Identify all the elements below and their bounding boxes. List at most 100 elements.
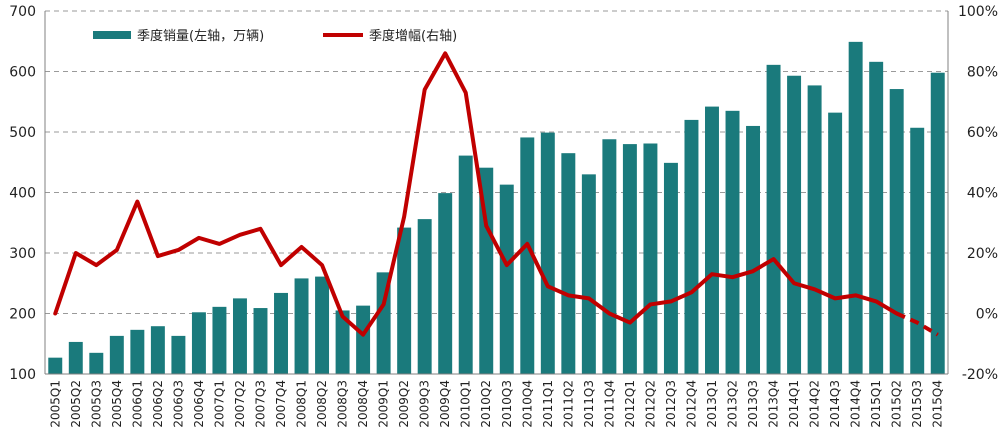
bar-2009Q3 bbox=[417, 219, 432, 374]
line-point-2013Q3 bbox=[752, 270, 754, 272]
x-tick-label: 2006Q4 bbox=[192, 380, 206, 428]
x-tick-label: 2009Q4 bbox=[438, 380, 452, 428]
bar-2010Q1 bbox=[458, 155, 473, 374]
line-point-2008Q2 bbox=[321, 264, 323, 266]
x-tick-label: 2012Q2 bbox=[643, 380, 657, 428]
line-point-2014Q4 bbox=[855, 294, 857, 296]
bar-2009Q4 bbox=[438, 193, 453, 374]
x-tick-label: 2014Q3 bbox=[828, 380, 842, 428]
x-tick-labels: 2005Q1 2005Q2 2005Q3 2005Q4 2006Q1 2006Q2 2006… bbox=[48, 380, 944, 428]
bar-2007Q1 bbox=[212, 306, 227, 374]
x-tick-label: 2005Q1 bbox=[48, 380, 62, 428]
x-tick-label: 2013Q2 bbox=[726, 380, 740, 428]
line-point-2010Q2 bbox=[485, 225, 487, 227]
x-tick-label: 2010Q3 bbox=[500, 380, 514, 428]
y-right-tick-label: 80% bbox=[967, 65, 998, 81]
y-left-tick-label: 600 bbox=[9, 65, 36, 81]
line-point-2011Q1 bbox=[547, 285, 549, 287]
bar-2010Q2 bbox=[479, 167, 494, 374]
left-y-tick-labels: 100 200 300 400 500 600 700 bbox=[9, 4, 36, 383]
bar-2013Q4 bbox=[766, 64, 781, 374]
line-series bbox=[53, 51, 939, 337]
bar-2005Q2 bbox=[68, 341, 83, 374]
bar-2009Q2 bbox=[397, 227, 412, 374]
line-point-2013Q1 bbox=[711, 273, 713, 275]
legend-bar-swatch bbox=[93, 31, 131, 39]
x-tick-label: 2012Q3 bbox=[664, 380, 678, 428]
line-point-2005Q4 bbox=[116, 249, 118, 251]
x-tick-label: 2015Q2 bbox=[890, 380, 904, 428]
line-point-2013Q4 bbox=[773, 258, 775, 260]
x-tick-label: 2005Q2 bbox=[69, 380, 83, 428]
line-point-2009Q1 bbox=[383, 303, 385, 305]
x-tick-label: 2007Q2 bbox=[233, 380, 247, 428]
bar-2006Q1 bbox=[130, 329, 145, 374]
x-tick-label: 2010Q2 bbox=[479, 380, 493, 428]
line-point-2012Q4 bbox=[690, 291, 692, 293]
x-tick-label: 2011Q1 bbox=[541, 380, 555, 428]
bar-2012Q4 bbox=[684, 119, 699, 375]
x-tick-label: 2008Q1 bbox=[295, 380, 309, 428]
x-tick-label: 2007Q1 bbox=[212, 380, 226, 428]
line-point-2009Q3 bbox=[424, 89, 426, 91]
bar-2008Q4 bbox=[356, 305, 371, 374]
x-tick-label: 2011Q3 bbox=[582, 380, 596, 428]
bar-2013Q1 bbox=[705, 106, 719, 374]
line-point-2015Q3 bbox=[916, 322, 918, 324]
bar-2010Q4 bbox=[520, 137, 535, 374]
x-tick-label: 2014Q4 bbox=[849, 380, 863, 428]
y-right-tick-label: 40% bbox=[967, 186, 998, 202]
line-point-2005Q1 bbox=[54, 313, 56, 314]
grid-lines bbox=[45, 10, 948, 314]
bar-2005Q3 bbox=[89, 352, 104, 374]
line-point-2009Q4 bbox=[444, 52, 446, 54]
line-point-2011Q4 bbox=[608, 313, 610, 314]
bar-2014Q4 bbox=[848, 41, 863, 374]
y-left-tick-label: 100 bbox=[9, 367, 36, 383]
legend: 季度销量(左轴，万辆) 季度增幅(右轴) bbox=[93, 28, 457, 44]
y-right-tick-label: 100% bbox=[958, 4, 998, 20]
line-point-2015Q4 bbox=[937, 334, 939, 336]
legend-bar-label: 季度销量(左轴，万辆) bbox=[137, 28, 264, 44]
y-right-tick-label: -20% bbox=[962, 367, 998, 383]
line-point-2007Q3 bbox=[259, 228, 261, 230]
y-left-tick-label: 200 bbox=[9, 307, 36, 323]
line-point-2012Q2 bbox=[649, 303, 651, 305]
bar-2007Q4 bbox=[274, 292, 288, 374]
bar-2013Q3 bbox=[746, 125, 761, 374]
bar-2007Q3 bbox=[253, 308, 268, 374]
line-point-2011Q2 bbox=[567, 294, 569, 296]
x-tick-label: 2008Q3 bbox=[336, 380, 350, 428]
x-tick-label: 2007Q3 bbox=[253, 380, 267, 428]
line-point-2007Q1 bbox=[218, 243, 220, 245]
bar-2007Q2 bbox=[232, 298, 247, 374]
line-point-2012Q3 bbox=[670, 300, 672, 302]
x-tick-label: 2009Q1 bbox=[377, 380, 391, 428]
y-right-tick-label: 60% bbox=[967, 125, 998, 141]
y-right-tick-label: 0% bbox=[976, 307, 998, 323]
bar-2005Q1 bbox=[48, 357, 63, 374]
line-point-2006Q2 bbox=[157, 255, 159, 257]
bar-2006Q4 bbox=[191, 312, 206, 374]
line-point-2006Q1 bbox=[136, 201, 138, 203]
x-tick-label: 2005Q4 bbox=[110, 380, 124, 428]
line-point-2014Q3 bbox=[834, 297, 836, 299]
bar-2013Q2 bbox=[725, 110, 740, 374]
x-tick-label: 2007Q4 bbox=[274, 380, 288, 428]
line-point-2014Q1 bbox=[793, 282, 795, 284]
x-tick-label: 2013Q4 bbox=[767, 380, 781, 428]
y-right-tick-label: 20% bbox=[967, 246, 998, 262]
y-left-tick-label: 400 bbox=[9, 186, 36, 202]
bar-2008Q3 bbox=[335, 310, 350, 374]
line-point-2010Q1 bbox=[465, 92, 467, 94]
line-point-2014Q2 bbox=[814, 288, 816, 290]
bar-2008Q2 bbox=[315, 276, 330, 374]
bar-2005Q4 bbox=[109, 335, 124, 374]
x-tick-label: 2013Q3 bbox=[746, 380, 760, 428]
bar-2006Q3 bbox=[171, 335, 186, 374]
bar-2015Q2 bbox=[889, 89, 904, 375]
x-tick-label: 2006Q2 bbox=[151, 380, 165, 428]
y-left-tick-label: 500 bbox=[9, 125, 36, 141]
bar-2008Q1 bbox=[294, 278, 309, 374]
x-tick-label: 2013Q1 bbox=[705, 380, 719, 428]
